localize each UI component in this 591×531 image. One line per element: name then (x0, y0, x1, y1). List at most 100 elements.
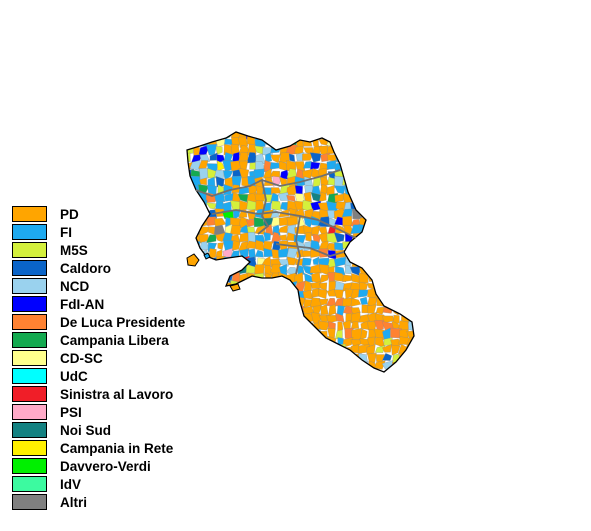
municipality (270, 187, 282, 195)
municipality (342, 138, 353, 148)
municipality (270, 304, 282, 314)
municipality (416, 226, 426, 236)
municipality (406, 224, 414, 233)
municipality (374, 328, 385, 341)
municipality (350, 132, 362, 138)
legend-label: Noi Sud (60, 422, 111, 438)
municipality (320, 352, 329, 363)
municipality (271, 336, 281, 347)
municipality (270, 281, 281, 292)
municipality (374, 183, 387, 196)
municipality (270, 231, 282, 245)
municipality (397, 152, 409, 163)
municipality (360, 176, 370, 186)
municipality (398, 162, 411, 170)
municipality (385, 216, 392, 229)
municipality (407, 304, 414, 317)
ischia-island (186, 253, 200, 267)
municipality (399, 241, 411, 250)
municipality (408, 232, 414, 244)
municipality (366, 369, 379, 372)
municipality (286, 160, 296, 172)
legend-label: FI (60, 224, 72, 240)
municipality (413, 296, 414, 306)
legend-swatch (12, 368, 47, 384)
municipality (399, 193, 410, 204)
legend-item: IdV (12, 475, 252, 493)
municipality (384, 138, 395, 148)
legend-label: IdV (60, 476, 82, 492)
municipality (311, 370, 320, 372)
legend-swatch (12, 224, 47, 240)
municipality (270, 288, 281, 300)
municipality (350, 321, 359, 330)
municipality (399, 199, 409, 211)
municipality (383, 223, 394, 234)
municipality (406, 353, 414, 361)
municipality (392, 168, 400, 180)
municipality (359, 160, 369, 169)
municipality (416, 360, 425, 372)
municipality (360, 193, 370, 203)
municipality (187, 193, 194, 204)
municipality (358, 281, 369, 292)
municipality (374, 259, 383, 266)
legend-item: FI (12, 223, 252, 241)
municipality (254, 249, 264, 258)
municipality (272, 352, 283, 364)
municipality (205, 202, 217, 210)
municipality (383, 192, 394, 204)
legend-item: De Luca Presidente (12, 313, 252, 331)
municipality (397, 136, 409, 145)
legend-swatch (12, 332, 47, 348)
municipality (318, 298, 329, 306)
municipality (406, 200, 414, 209)
municipality (309, 264, 322, 274)
municipality (408, 217, 414, 227)
municipality (366, 264, 378, 275)
municipality (416, 200, 426, 210)
municipality (382, 152, 394, 163)
municipality (199, 226, 209, 237)
municipality (286, 132, 297, 139)
municipality (415, 209, 426, 221)
municipality (415, 352, 425, 361)
municipality (406, 169, 414, 178)
municipality (288, 361, 297, 370)
municipality (358, 144, 370, 156)
legend-label: De Luca Presidente (60, 314, 186, 330)
municipality (277, 288, 290, 299)
municipality (416, 306, 425, 313)
municipality (215, 132, 226, 140)
municipality (254, 328, 264, 340)
municipality (278, 283, 291, 292)
municipality (382, 274, 393, 283)
municipality (385, 178, 394, 189)
municipality (397, 280, 411, 292)
municipality (367, 232, 378, 243)
municipality (392, 314, 400, 325)
municipality (215, 176, 225, 188)
municipality (398, 248, 408, 257)
legend-swatch (12, 404, 47, 420)
municipality (382, 343, 392, 353)
municipality (415, 312, 426, 322)
municipality (263, 344, 275, 356)
municipality (415, 328, 426, 340)
municipality (320, 304, 329, 316)
municipality (286, 322, 298, 331)
municipality (382, 234, 393, 244)
municipality (399, 273, 408, 283)
municipality (406, 152, 414, 163)
municipality (263, 232, 271, 242)
municipality (366, 139, 378, 148)
municipality (367, 304, 377, 314)
municipality (374, 146, 385, 155)
municipality (406, 281, 414, 292)
municipality (312, 328, 321, 340)
municipality (303, 360, 313, 371)
municipality (254, 287, 266, 299)
municipality (368, 208, 377, 220)
municipality (263, 248, 274, 258)
